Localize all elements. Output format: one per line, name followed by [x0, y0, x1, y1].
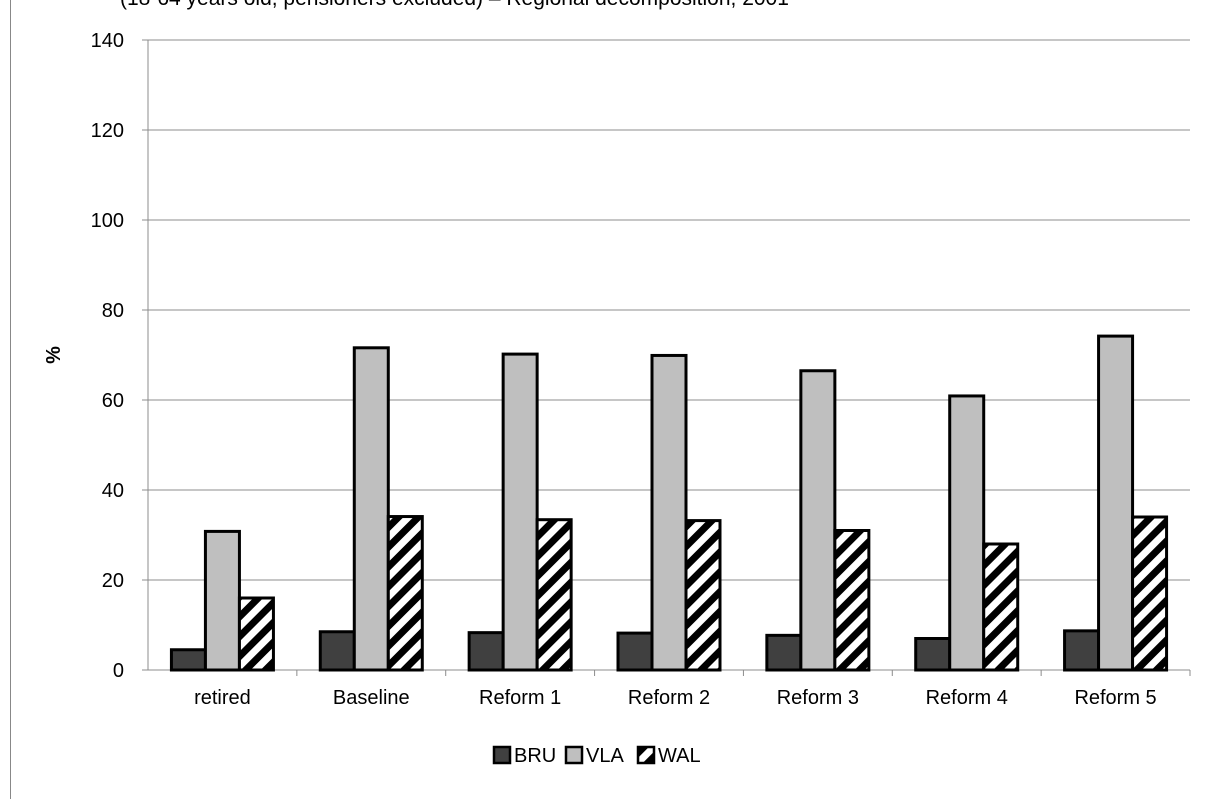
- legend-swatch-vla: [564, 745, 584, 765]
- bar-vla-reform-3: [799, 369, 837, 672]
- y-tick-label: 20: [102, 570, 124, 592]
- bar-wal-reform-4: [982, 542, 1020, 672]
- x-tick-label: Reform 5: [1074, 687, 1156, 709]
- bar-wal-reform-3: [833, 529, 871, 672]
- bar-vla-retired: [203, 529, 241, 672]
- bar-wal-baseline: [386, 515, 424, 672]
- bar-bru-reform-3: [765, 633, 803, 672]
- y-tick-label: 100: [91, 210, 124, 232]
- chart-frame: [10, 0, 1212, 799]
- y-tick-label: 60: [102, 390, 124, 412]
- y-tick-label: 120: [91, 120, 124, 142]
- y-tick-label: 0: [113, 660, 124, 682]
- bar-vla-reform-5: [1097, 334, 1135, 672]
- bar-vla-baseline: [352, 346, 390, 672]
- legend-swatch-bru: [492, 745, 512, 765]
- x-tick-label: Baseline: [333, 687, 410, 709]
- legend-label-bru: BRU: [514, 745, 556, 767]
- y-tick-label: 40: [102, 480, 124, 502]
- bar-wal-reform-2: [684, 519, 722, 672]
- bar-wal-reform-5: [1131, 515, 1169, 672]
- y-tick-label: 140: [91, 30, 124, 52]
- chart-subtitle: (18-64 years old, pensioners excluded) –…: [120, 0, 789, 11]
- bar-vla-reform-2: [650, 353, 688, 672]
- x-tick-label: Reform 3: [777, 687, 859, 709]
- bar-bru-baseline: [318, 630, 356, 672]
- bar-vla-reform-4: [948, 394, 986, 672]
- bar-bru-reform-1: [467, 631, 505, 672]
- legend-swatch-wal: [636, 745, 656, 765]
- bars: [169, 334, 1169, 672]
- bar-bru-reform-4: [914, 637, 952, 672]
- bar-wal-retired: [237, 596, 275, 672]
- bar-bru-reform-5: [1063, 629, 1101, 672]
- legend-label-wal: WAL: [658, 745, 701, 767]
- bar-bru-retired: [169, 648, 207, 672]
- x-tick-label: Reform 2: [628, 687, 710, 709]
- bar-vla-reform-1: [501, 352, 539, 672]
- tick-labels: 0 20 40 60 80 100 120 140 retired Baseline Reform …: [91, 30, 1157, 709]
- x-tick-label: Reform 1: [479, 687, 561, 709]
- y-tick-label: 80: [102, 300, 124, 322]
- bar-bru-reform-2: [616, 631, 654, 672]
- bar-wal-reform-1: [535, 518, 573, 672]
- legend: BRU VLA WAL: [492, 745, 701, 767]
- y-axis-title: %: [43, 346, 65, 364]
- legend-label-vla: VLA: [586, 745, 624, 767]
- x-tick-label: retired: [194, 687, 251, 709]
- x-tick-label: Reform 4: [926, 687, 1008, 709]
